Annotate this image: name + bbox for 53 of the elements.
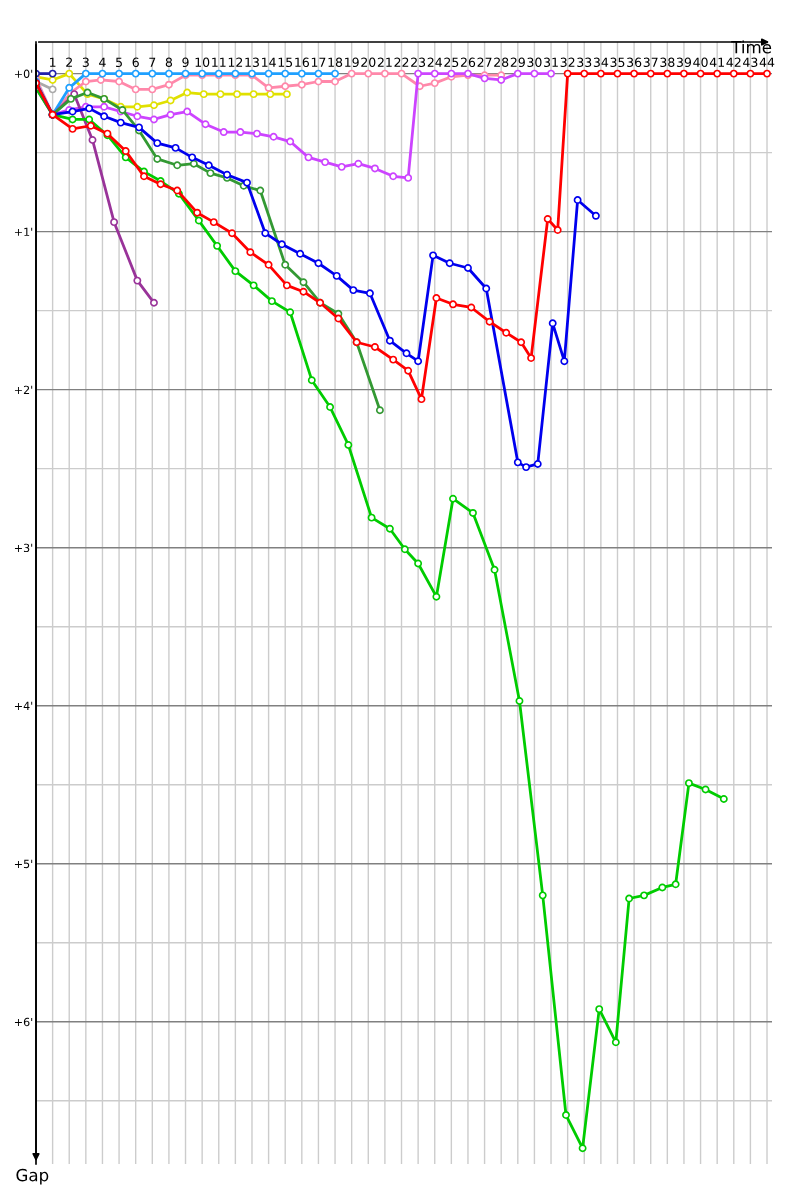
x-tick-label: 37 (643, 57, 658, 68)
x-tick-label: 35 (610, 57, 625, 68)
x-tick-label: 26 (460, 57, 476, 68)
x-tick-label: 38 (660, 57, 675, 68)
x-tick-label: 3 (82, 57, 89, 68)
x-tick-label: 20 (361, 57, 376, 68)
x-tick-label: 43 (743, 57, 758, 68)
x-tick-label: 24 (427, 57, 442, 67)
x-tick-label: 19 (345, 57, 359, 68)
x-tick-label: 14 (262, 57, 276, 67)
x-tick-label: 44 (759, 57, 775, 67)
y-tick-label: +4' (14, 701, 33, 710)
x-tick-label: 8 (165, 57, 173, 68)
x-tick-label: 28 (494, 57, 509, 68)
x-tick-label: 30 (527, 57, 542, 68)
y-tick-label: +5' (14, 859, 33, 869)
x-tick-label: 32 (560, 57, 575, 68)
y-axis-title: Gap (16, 1168, 49, 1185)
x-tick-label: 36 (627, 57, 642, 68)
x-tick-label: 6 (132, 57, 139, 68)
x-tick-label: 34 (593, 57, 609, 68)
x-tick-label: 10 (195, 57, 210, 68)
y-tick-label: +1' (14, 227, 33, 236)
y-tick-label: +0' (14, 69, 33, 78)
x-tick-label: 1 (50, 57, 56, 67)
x-tick-label: 12 (228, 57, 243, 67)
x-tick-label: 31 (544, 57, 558, 68)
y-tick-label: +2' (14, 385, 33, 394)
x-tick-label: 11 (212, 57, 226, 67)
x-tick-label: 22 (394, 57, 409, 67)
x-tick-label: 15 (278, 57, 293, 68)
x-tick-label: 29 (510, 57, 525, 68)
x-tick-label: 16 (295, 57, 309, 68)
x-tick-label: 13 (245, 57, 259, 68)
x-tick-label: 40 (693, 57, 708, 68)
x-tick-label: 33 (577, 57, 592, 68)
x-tick-label: 27 (477, 57, 492, 67)
x-tick-label: 4 (99, 57, 106, 67)
x-tick-label: 5 (116, 57, 122, 68)
x-tick-label: 9 (182, 57, 189, 68)
x-tick-label: 41 (709, 57, 724, 67)
x-tick-label: 39 (676, 57, 692, 68)
x-tick-label: 25 (444, 57, 459, 68)
x-tick-label: 18 (328, 57, 343, 68)
x-tick-label: 21 (377, 57, 392, 67)
x-tick-label: 2 (66, 57, 72, 67)
x-axis-title: Time (731, 40, 772, 54)
x-tick-label: 7 (149, 57, 156, 67)
y-tick-label: +6' (14, 1017, 33, 1027)
x-tick-label: 17 (311, 57, 326, 67)
x-tick-label: 42 (726, 57, 741, 67)
x-tick-label: 23 (411, 57, 426, 68)
y-tick-label: +3' (14, 543, 33, 553)
